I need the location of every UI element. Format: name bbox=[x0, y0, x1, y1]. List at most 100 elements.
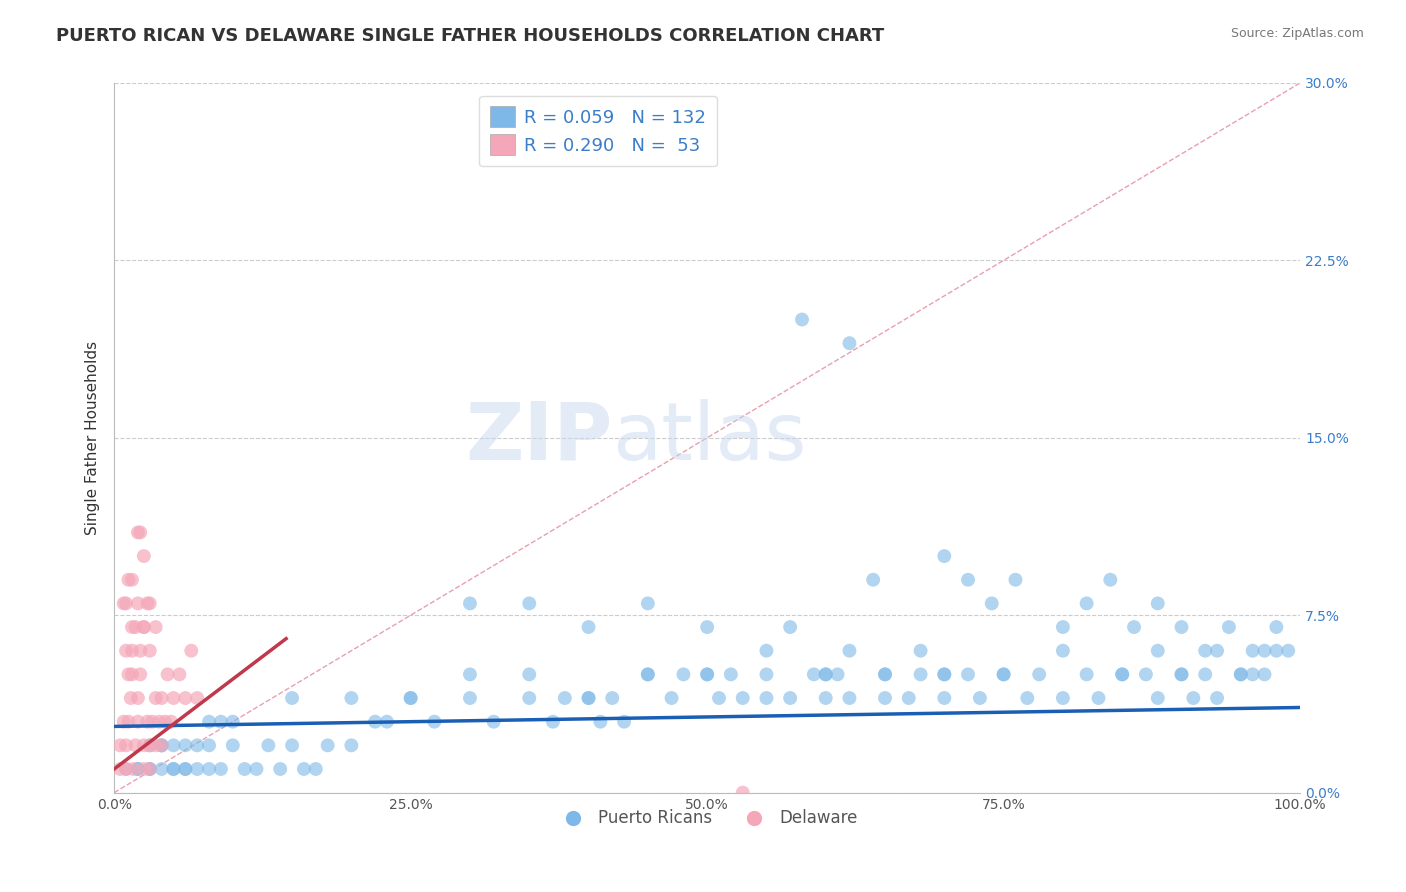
Point bbox=[458, 667, 481, 681]
Text: ZIP: ZIP bbox=[465, 399, 612, 477]
Point bbox=[150, 739, 173, 753]
Point bbox=[755, 643, 778, 657]
Point bbox=[707, 691, 730, 706]
Point bbox=[910, 667, 932, 681]
Point bbox=[910, 643, 932, 657]
Point bbox=[873, 691, 896, 706]
Point bbox=[1052, 643, 1074, 657]
Point bbox=[993, 667, 1015, 681]
Point bbox=[174, 739, 197, 753]
Point bbox=[129, 525, 152, 540]
Point bbox=[136, 596, 159, 610]
Point bbox=[145, 620, 167, 634]
Point bbox=[127, 762, 149, 776]
Point bbox=[124, 739, 146, 753]
Point bbox=[423, 714, 446, 729]
Point bbox=[827, 667, 849, 681]
Point bbox=[115, 739, 138, 753]
Point bbox=[233, 762, 256, 776]
Point bbox=[139, 739, 162, 753]
Point bbox=[340, 739, 363, 753]
Point bbox=[1123, 620, 1146, 634]
Point bbox=[186, 762, 208, 776]
Point bbox=[613, 714, 636, 729]
Point bbox=[150, 691, 173, 706]
Point bbox=[139, 739, 162, 753]
Point bbox=[150, 739, 173, 753]
Point bbox=[316, 739, 339, 753]
Point bbox=[661, 691, 683, 706]
Point bbox=[222, 739, 245, 753]
Point bbox=[458, 691, 481, 706]
Point bbox=[281, 739, 304, 753]
Point bbox=[148, 714, 170, 729]
Text: PUERTO RICAN VS DELAWARE SINGLE FATHER HOUSEHOLDS CORRELATION CHART: PUERTO RICAN VS DELAWARE SINGLE FATHER H… bbox=[56, 27, 884, 45]
Point bbox=[139, 643, 162, 657]
Point bbox=[1229, 667, 1251, 681]
Point bbox=[803, 667, 825, 681]
Point bbox=[672, 667, 695, 681]
Point bbox=[1170, 620, 1192, 634]
Point bbox=[120, 691, 142, 706]
Point bbox=[589, 714, 612, 729]
Point bbox=[1017, 691, 1039, 706]
Point bbox=[731, 691, 754, 706]
Point bbox=[517, 667, 540, 681]
Point bbox=[578, 691, 600, 706]
Point bbox=[139, 762, 162, 776]
Point bbox=[121, 643, 143, 657]
Point bbox=[1087, 691, 1109, 706]
Point bbox=[292, 762, 315, 776]
Point bbox=[1229, 667, 1251, 681]
Point bbox=[779, 620, 801, 634]
Point bbox=[198, 714, 221, 729]
Point bbox=[156, 667, 179, 681]
Point bbox=[127, 596, 149, 610]
Point bbox=[108, 762, 131, 776]
Point bbox=[554, 691, 576, 706]
Point bbox=[1076, 596, 1098, 610]
Point bbox=[934, 691, 956, 706]
Point bbox=[637, 667, 659, 681]
Point bbox=[269, 762, 291, 776]
Point bbox=[1004, 573, 1026, 587]
Point bbox=[1076, 667, 1098, 681]
Point bbox=[517, 691, 540, 706]
Point bbox=[1182, 691, 1205, 706]
Point bbox=[755, 667, 778, 681]
Point bbox=[873, 667, 896, 681]
Point bbox=[838, 336, 860, 351]
Point bbox=[180, 643, 202, 657]
Point bbox=[198, 739, 221, 753]
Point bbox=[1099, 573, 1122, 587]
Point bbox=[153, 714, 176, 729]
Point bbox=[790, 312, 813, 326]
Point bbox=[897, 691, 920, 706]
Point bbox=[209, 762, 232, 776]
Point bbox=[980, 596, 1002, 610]
Point bbox=[136, 714, 159, 729]
Point bbox=[117, 714, 139, 729]
Point bbox=[1194, 667, 1216, 681]
Point bbox=[1265, 643, 1288, 657]
Point bbox=[993, 667, 1015, 681]
Point bbox=[696, 620, 718, 634]
Point bbox=[578, 691, 600, 706]
Text: Source: ZipAtlas.com: Source: ZipAtlas.com bbox=[1230, 27, 1364, 40]
Point bbox=[150, 739, 173, 753]
Point bbox=[127, 714, 149, 729]
Point bbox=[112, 714, 135, 729]
Point bbox=[696, 667, 718, 681]
Y-axis label: Single Father Households: Single Father Households bbox=[86, 341, 100, 535]
Point bbox=[186, 739, 208, 753]
Point bbox=[132, 739, 155, 753]
Point bbox=[222, 714, 245, 729]
Point bbox=[1194, 643, 1216, 657]
Point bbox=[174, 762, 197, 776]
Point bbox=[129, 667, 152, 681]
Point bbox=[731, 786, 754, 800]
Point bbox=[1241, 643, 1264, 657]
Point bbox=[108, 739, 131, 753]
Point bbox=[1170, 667, 1192, 681]
Point bbox=[1218, 620, 1240, 634]
